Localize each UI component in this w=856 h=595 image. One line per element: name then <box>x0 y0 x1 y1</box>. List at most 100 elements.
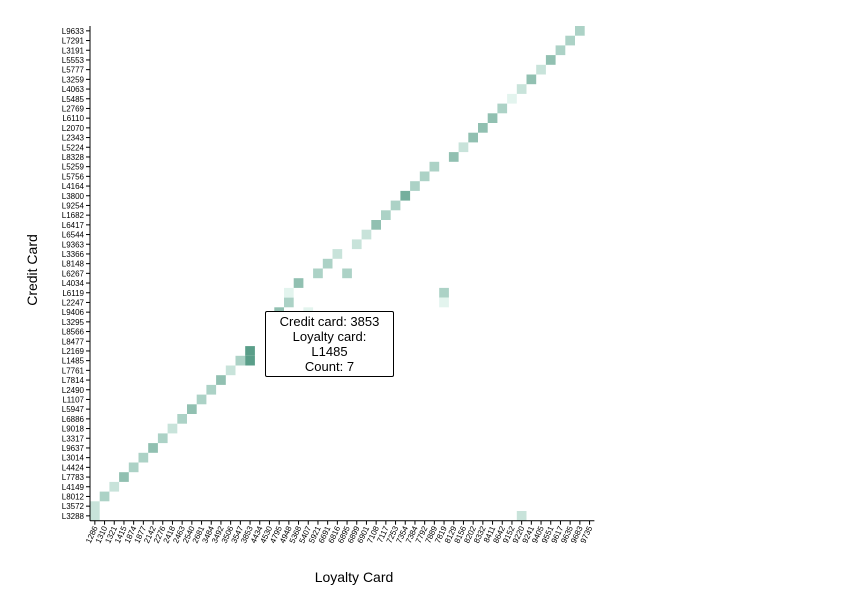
heatmap-cell[interactable] <box>487 113 498 123</box>
y-tick-label: L2769 <box>62 104 85 113</box>
heatmap-cell[interactable] <box>284 287 294 298</box>
heatmap-cell[interactable] <box>526 74 537 85</box>
y-tick-label: L2343 <box>62 134 85 143</box>
heatmap-cell[interactable] <box>167 423 178 434</box>
y-tick-label: L5947 <box>62 405 85 414</box>
y-tick-label: L5553 <box>62 56 85 65</box>
hover-tooltip: Credit card: 3853 Loyalty card: L1485 Co… <box>265 311 394 377</box>
heatmap-cell[interactable] <box>90 501 100 511</box>
heatmap-cell[interactable] <box>545 55 556 65</box>
y-tick-label: L3288 <box>62 512 85 521</box>
y-tick-label: L8328 <box>62 153 85 162</box>
y-tick-label: L3191 <box>62 46 85 55</box>
y-axis: L9633L7291L3191L5553L5777L3259L4063L5485… <box>62 26 91 521</box>
heatmap-cell[interactable] <box>575 26 585 36</box>
y-tick-label: L2070 <box>62 124 85 133</box>
y-tick-label: L9254 <box>62 201 85 210</box>
heatmap-cell[interactable] <box>361 229 372 240</box>
y-tick-label: L5756 <box>62 172 85 181</box>
heatmap-cell[interactable] <box>90 511 100 521</box>
heatmap-cell[interactable] <box>332 249 343 259</box>
y-tick-label: L2169 <box>62 347 85 356</box>
y-tick-label: L3366 <box>62 250 85 259</box>
y-tick-label: L2490 <box>62 386 85 395</box>
y-tick-label: L7783 <box>62 473 85 482</box>
y-tick-label: L3259 <box>62 75 85 84</box>
x-axis-title: Loyalty Card <box>315 569 394 585</box>
heatmap-cell[interactable] <box>245 346 255 356</box>
heatmap-cell[interactable] <box>109 481 120 492</box>
heatmap-cell[interactable] <box>245 355 255 366</box>
heatmap-cell[interactable] <box>497 103 508 114</box>
heatmap-cell[interactable] <box>119 472 129 482</box>
heatmap-cell[interactable] <box>429 161 440 172</box>
heatmap-cell[interactable] <box>410 181 420 191</box>
y-tick-label: L6544 <box>62 231 85 240</box>
tooltip-loyalty-line: Loyalty card: L1485 <box>292 329 367 359</box>
heatmap-cell[interactable] <box>196 394 207 405</box>
y-tick-label: L6267 <box>62 269 85 278</box>
heatmap-cell[interactable] <box>439 297 449 308</box>
heatmap-cell[interactable] <box>419 171 430 182</box>
heatmap-cell[interactable] <box>284 297 294 308</box>
heatmap-cells <box>90 26 585 521</box>
heatmap-cell[interactable] <box>371 220 381 230</box>
heatmap-cell[interactable] <box>565 35 575 46</box>
heatmap-cell[interactable] <box>148 443 158 453</box>
x-axis: 1286131013211415187418772142227624182463… <box>84 520 595 545</box>
heatmap-cell[interactable] <box>507 93 517 104</box>
heatmap-cell[interactable] <box>351 239 362 250</box>
heatmap-cell[interactable] <box>381 210 391 220</box>
y-tick-label: L1485 <box>62 357 85 366</box>
y-tick-label: L9018 <box>62 425 85 434</box>
heatmap-cell[interactable] <box>157 433 168 444</box>
y-tick-label: L3014 <box>62 454 85 463</box>
y-tick-label: L1107 <box>62 395 84 404</box>
y-tick-label: L8477 <box>62 337 85 346</box>
y-tick-label: L9406 <box>62 308 85 317</box>
heatmap-cell[interactable] <box>536 64 546 75</box>
heatmap-cell[interactable] <box>439 287 449 298</box>
y-tick-label: L6417 <box>62 221 85 230</box>
heatmap-cell[interactable] <box>293 278 304 288</box>
y-tick-label: L6119 <box>62 289 84 298</box>
y-tick-label: L5259 <box>62 163 85 172</box>
heatmap-cell[interactable] <box>458 142 469 153</box>
y-tick-label: L3572 <box>62 502 85 511</box>
heatmap-cell[interactable] <box>206 384 217 395</box>
y-tick-label: L6110 <box>62 114 84 123</box>
heatmap-cell[interactable] <box>313 268 323 279</box>
y-tick-label: L5777 <box>62 66 85 75</box>
heatmap-cell[interactable] <box>400 190 411 201</box>
heatmap-cell[interactable] <box>468 132 478 143</box>
heatmap-cell[interactable] <box>478 123 488 133</box>
heatmap-cell[interactable] <box>448 152 459 162</box>
tooltip-count-line: Count: 7 <box>304 359 355 374</box>
heatmap-cell[interactable] <box>516 511 527 521</box>
heatmap-cell[interactable] <box>390 200 401 211</box>
y-tick-label: L7761 <box>62 366 85 375</box>
y-tick-label: L8148 <box>62 260 85 269</box>
y-tick-label: L1682 <box>62 211 85 220</box>
y-tick-label: L4424 <box>62 463 85 472</box>
y-tick-label: L3317 <box>62 434 85 443</box>
heatmap-cell[interactable] <box>235 355 246 366</box>
y-tick-label: L8566 <box>62 328 85 337</box>
heatmap-cell[interactable] <box>187 404 197 414</box>
y-tick-label: L4063 <box>62 85 85 94</box>
y-tick-label: L4034 <box>62 279 85 288</box>
heatmap-cell[interactable] <box>322 258 333 269</box>
heatmap-cell[interactable] <box>138 452 149 463</box>
heatmap-cell[interactable] <box>177 414 187 424</box>
heatmap-cell[interactable] <box>225 365 236 376</box>
heatmap-cell[interactable] <box>128 462 139 473</box>
y-tick-label: L7291 <box>62 37 85 46</box>
y-tick-label: L9633 <box>62 27 85 36</box>
heatmap-cell[interactable] <box>555 45 566 56</box>
heatmap-cell[interactable] <box>99 491 110 502</box>
heatmap-cell[interactable] <box>342 268 352 279</box>
heatmap-cell[interactable] <box>216 375 226 385</box>
heatmap-cell[interactable] <box>516 84 527 94</box>
y-tick-label: L5224 <box>62 143 85 152</box>
